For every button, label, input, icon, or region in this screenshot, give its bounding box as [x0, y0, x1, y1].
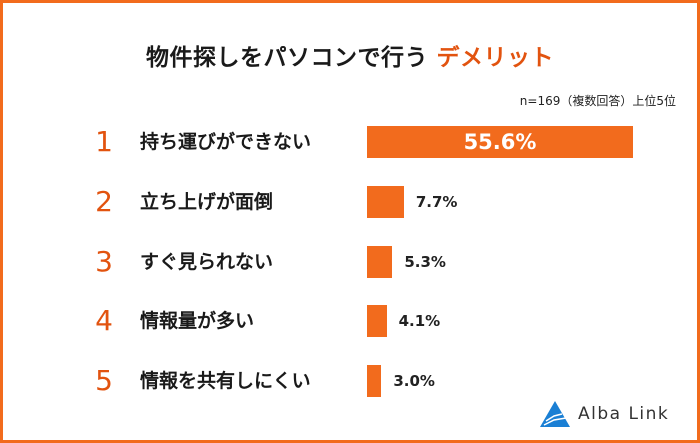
rank-number: 5	[95, 364, 113, 397]
value-label: 3.0%	[393, 372, 435, 390]
bar	[367, 246, 393, 278]
sample-note: n=169（複数回答）上位5位	[519, 94, 676, 108]
bar	[367, 126, 633, 158]
rank-number: 4	[95, 304, 113, 337]
bar-row: 5 情報を共有しにくい 3.0%	[0, 364, 700, 398]
logo-mountain-icon	[540, 401, 570, 427]
category-label: 情報を共有しにくい	[140, 370, 311, 392]
category-label: すぐ見られない	[140, 251, 274, 273]
value-label: 55.6%	[463, 130, 537, 154]
value-label: 4.1%	[398, 312, 441, 330]
bar-row: 4 情報量が多い 4.1%	[0, 304, 700, 338]
title-main: 物件探しをパソコンで行う	[145, 45, 428, 71]
value-label: 5.3%	[404, 253, 446, 271]
bar-row: 3 すぐ見られない 5.3%	[0, 245, 700, 279]
category-label: 持ち運びができない	[140, 131, 312, 153]
bar	[367, 186, 404, 218]
value-label: 7.7%	[415, 193, 458, 211]
bar-row: 1 持ち運びができない 55.6%	[0, 125, 700, 159]
rank-number: 2	[95, 185, 113, 218]
title-accent: デメリット	[436, 45, 554, 71]
rank-number: 1	[95, 125, 113, 158]
bar	[367, 305, 387, 337]
category-label: 立ち上げが面倒	[140, 191, 274, 213]
category-label: 情報量が多い	[140, 310, 255, 332]
alba-link-logo: Alba Link	[540, 401, 669, 427]
bar-row: 2 立ち上げが面倒 7.7%	[0, 185, 700, 219]
logo-text: Alba Link	[578, 404, 670, 424]
rank-number: 3	[95, 245, 113, 278]
bar	[367, 365, 382, 397]
chart-title: 物件探しをパソコンで行う デメリット	[0, 38, 700, 72]
